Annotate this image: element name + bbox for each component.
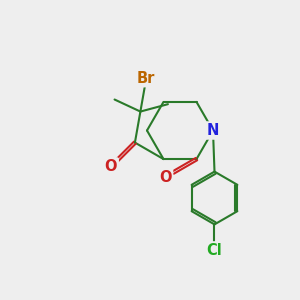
Text: O: O [105,159,117,174]
Text: Cl: Cl [207,243,222,258]
Text: O: O [159,169,172,184]
Text: Br: Br [137,71,155,86]
Text: N: N [207,123,219,138]
